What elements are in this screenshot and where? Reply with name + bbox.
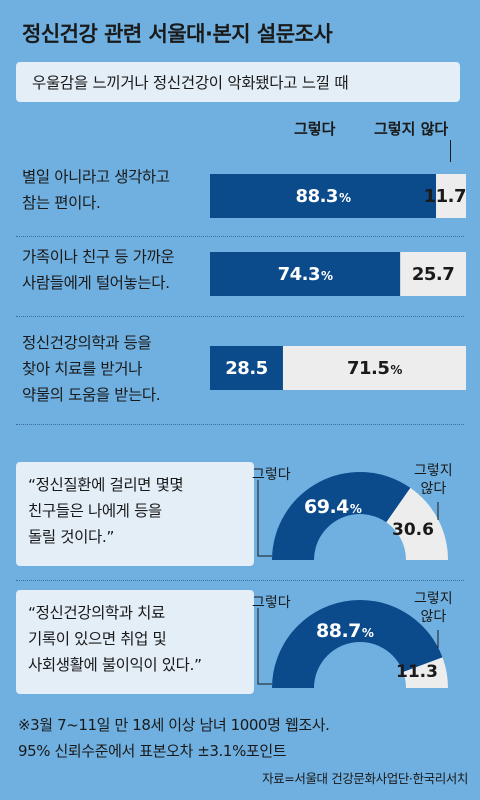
donut-2-question: “정신건강의학과 치료 기록이 있으면 취업 및 사회생활에 불이익이 있다.” [16,590,254,694]
source: 자료=서울대 건강문화사업단·한국리서치 [262,771,468,786]
donut-2-no-label: 그렇지 않다 [414,591,453,625]
bar-segment-yes [210,174,437,218]
donut-1-yes-label: 그렇다 [252,467,291,483]
bar-value-yes: 74.3% [277,263,333,285]
leader-line-yes [257,608,272,685]
donut-slice-yes [272,472,411,560]
bar-svg [210,346,466,390]
page-title: 정신건강 관련 서울대·본지 설문조사 [22,22,333,46]
bar-segment-no [436,174,466,218]
bar-row-2: 74.3% 25.7 [210,252,466,296]
legend-yes: 그렇다 [294,120,336,138]
divider [16,316,464,317]
bar-svg [210,252,466,296]
bar-value-no: 71.5% [346,357,402,379]
donut-svg [257,599,448,688]
bar-segment-yes [210,346,283,390]
donut-svg [257,472,448,560]
donut-2-yes-label: 그렇다 [252,595,291,611]
donut-slice-no [403,657,448,688]
legend-tick [450,140,451,162]
leader-line-yes [257,480,272,557]
divider [16,580,464,581]
bar-row-3-label: 정신건강의학과 등을 찾아 치료를 받거나 약물의 도움을 받는다. [22,334,161,404]
donut-1-yes-value: 69.4% [304,496,362,518]
bar-value-yes: 88.3% [295,185,351,207]
donut-chart-1 [250,450,480,570]
legend-no: 그렇지 않다 [374,120,449,138]
donut-2-yes-value: 88.7% [316,620,374,642]
bar-segment-no [282,346,466,390]
bar-svg [210,174,466,218]
bar-segment-no [400,252,466,296]
donut-2-no-value: 11.3 [396,662,438,682]
donut-chart-2 [250,578,480,698]
donut-1-no-label: 그렇지 않다 [414,463,453,497]
divider [16,236,464,237]
bar-value-no: 11.7 [423,185,467,207]
bar-row-1: 88.3% 11.7 [210,174,466,218]
bar-value-no: 25.7 [411,263,455,285]
bar-row-2-label: 가족이나 친구 등 가까운 사람들에게 털어놓는다. [22,248,175,292]
donut-slice-no [386,487,448,560]
subtitle-box: 우울감을 느끼거나 정신건강이 악화됐다고 느낄 때 [16,62,460,102]
donut-slice-yes [272,599,443,688]
donut-1-question: “정신질환에 걸리면 몇몇 친구들은 나에게 등을 돌릴 것이다.” [16,462,254,566]
footnote: ※3월 7~11일 만 18세 이상 남녀 1000명 웹조사. 95% 신뢰수… [18,716,330,760]
subtitle: 우울감을 느끼거나 정신건강이 악화됐다고 느낄 때 [32,74,349,92]
bar-row-3: 28.5 71.5% [210,346,466,390]
divider [16,424,464,425]
bar-row-1-label: 별일 아니라고 생각하고 참는 편이다. [22,168,170,212]
bar-segment-yes [210,252,401,296]
donut-1-no-value: 30.6 [392,520,434,540]
bar-value-yes: 28.5 [225,357,268,379]
